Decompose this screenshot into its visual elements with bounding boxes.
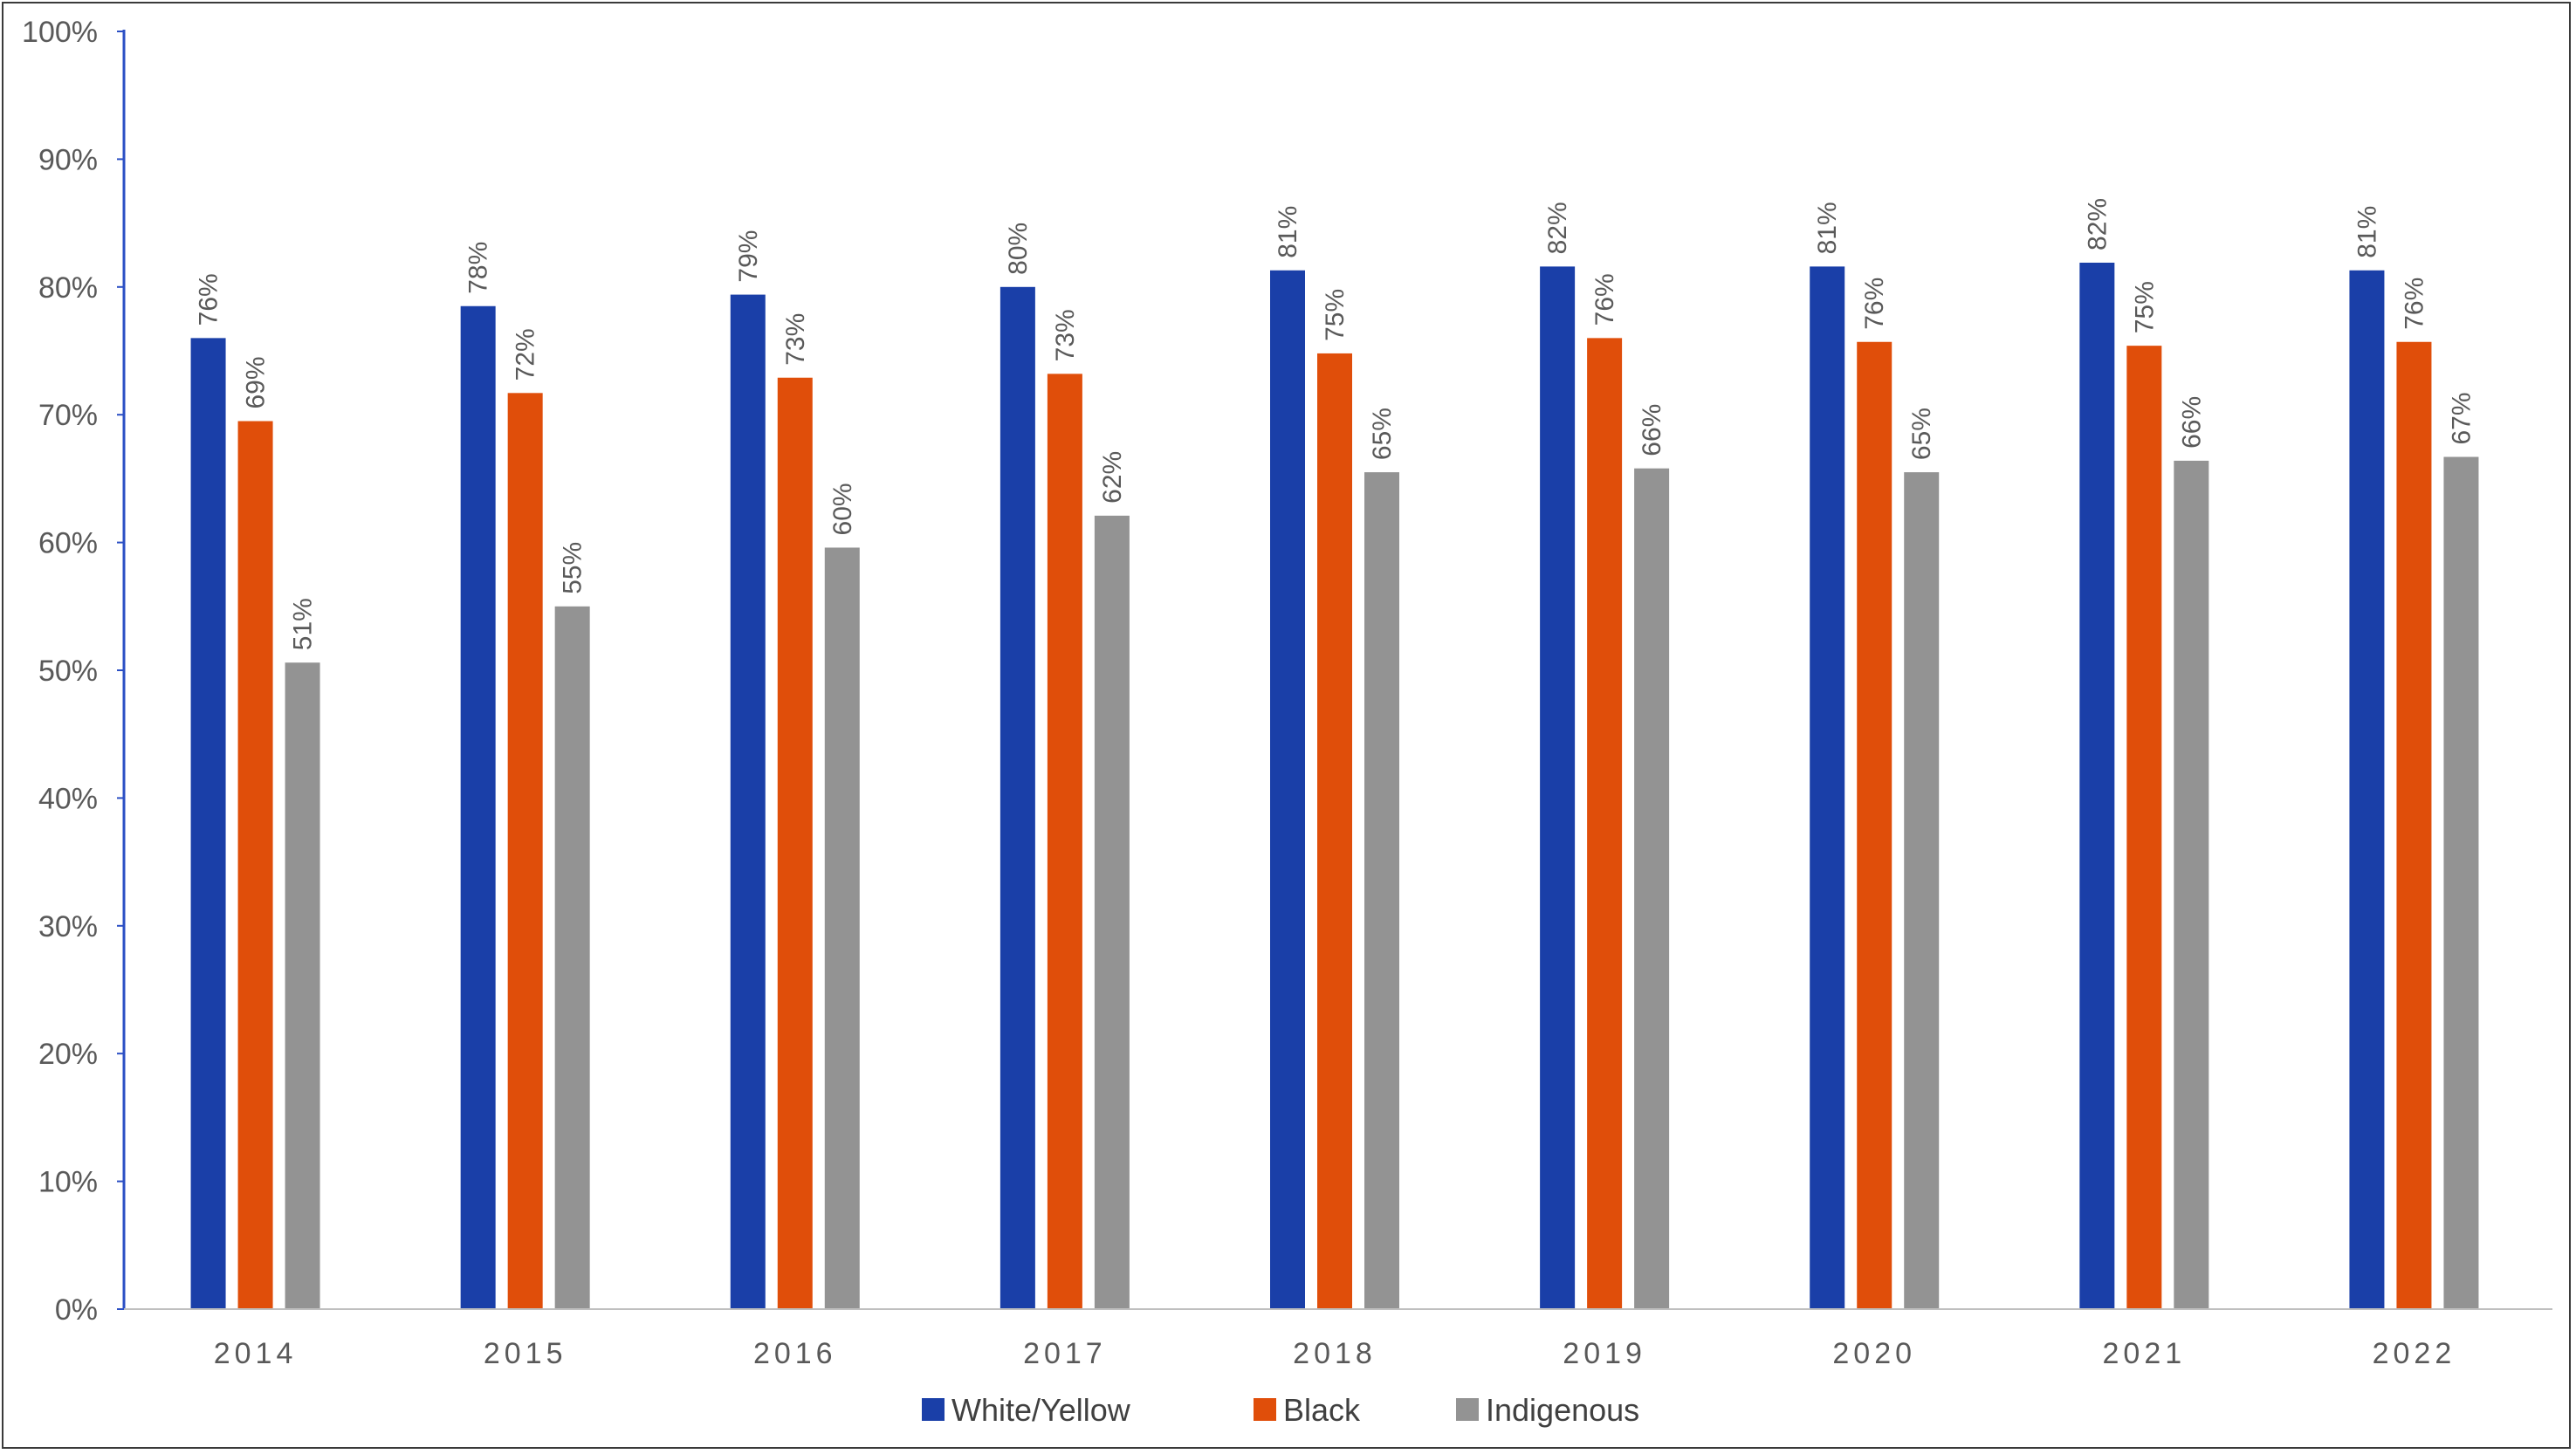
data-labels: 76% 69% 51% 78% 72% 55% 79% 73% 60% 80% 73% 62% 81% 7… bbox=[195, 198, 2476, 650]
bar-black-2021 bbox=[2126, 346, 2162, 1309]
x-tick-label: 2020 bbox=[1832, 1337, 1916, 1370]
bar-white-yellow-2016 bbox=[730, 294, 766, 1310]
y-tick-label: 80% bbox=[38, 271, 98, 305]
x-tick-label: 2017 bbox=[1023, 1337, 1107, 1370]
legend-label-indigenous: Indigenous bbox=[1486, 1392, 1639, 1428]
legend-swatch-white-yellow bbox=[922, 1398, 945, 1421]
bar-white-yellow-2022 bbox=[2349, 270, 2385, 1309]
axes bbox=[122, 30, 2552, 1310]
data-label: 73% bbox=[1051, 309, 1080, 361]
legend-swatch-indigenous bbox=[1456, 1398, 1479, 1421]
data-label: 78% bbox=[464, 242, 493, 294]
bar-indigenous-2022 bbox=[2443, 456, 2479, 1309]
x-tick-label: 2014 bbox=[214, 1337, 298, 1370]
bar-white-yellow-2014 bbox=[190, 338, 226, 1309]
bar-black-2022 bbox=[2396, 341, 2432, 1310]
y-tick-label: 10% bbox=[38, 1166, 98, 1199]
bars bbox=[190, 262, 2479, 1310]
data-label: 66% bbox=[2177, 396, 2206, 449]
bar-indigenous-2020 bbox=[1904, 472, 1940, 1309]
y-tick-label: 0% bbox=[55, 1293, 98, 1327]
x-axis-ticks: 2014 2015 2016 2017 2018 2019 2020 2021 2022 bbox=[214, 1337, 2456, 1370]
legend-label-black: Black bbox=[1283, 1392, 1361, 1428]
x-tick-label: 2018 bbox=[1293, 1337, 1377, 1370]
bar-white-yellow-2021 bbox=[2079, 262, 2115, 1309]
data-label: 76% bbox=[195, 273, 223, 326]
data-label: 60% bbox=[828, 483, 857, 535]
data-label: 75% bbox=[1321, 289, 1350, 341]
y-tick-label: 60% bbox=[38, 527, 98, 560]
data-label: 73% bbox=[781, 313, 810, 366]
bar-indigenous-2018 bbox=[1364, 472, 1399, 1309]
bar-white-yellow-2019 bbox=[1540, 266, 1576, 1310]
data-label: 79% bbox=[734, 230, 763, 283]
x-tick-label: 2016 bbox=[753, 1337, 837, 1370]
data-label: 81% bbox=[1813, 202, 1842, 254]
y-tick-label: 40% bbox=[38, 782, 98, 815]
bar-indigenous-2014 bbox=[285, 662, 320, 1309]
bar-black-2020 bbox=[1857, 341, 1893, 1310]
legend: White/Yellow Black Indigenous bbox=[922, 1392, 1639, 1428]
x-tick-label: 2021 bbox=[2103, 1337, 2187, 1370]
bar-indigenous-2017 bbox=[1094, 515, 1130, 1309]
data-label: 55% bbox=[559, 542, 587, 594]
data-label: 76% bbox=[1860, 278, 1889, 330]
y-tick-label: 20% bbox=[38, 1038, 98, 1071]
data-label: 72% bbox=[512, 328, 540, 381]
x-tick-label: 2019 bbox=[1563, 1337, 1646, 1370]
data-label: 82% bbox=[1543, 202, 1572, 254]
bar-chart: 0% 10% 20% 30% 40% 50% 60% 70% 80% 90% 100% 76% 69%… bbox=[22, 16, 2552, 1428]
bar-indigenous-2019 bbox=[1634, 468, 1670, 1309]
data-label: 76% bbox=[2400, 278, 2428, 330]
data-label: 80% bbox=[1004, 223, 1033, 275]
data-label: 65% bbox=[1368, 408, 1397, 460]
data-label: 66% bbox=[1638, 404, 1666, 456]
bar-white-yellow-2015 bbox=[460, 305, 496, 1309]
bar-black-2016 bbox=[777, 377, 813, 1309]
bar-indigenous-2015 bbox=[554, 606, 590, 1309]
data-label: 81% bbox=[2353, 206, 2381, 258]
y-tick-label: 90% bbox=[38, 143, 98, 176]
bar-indigenous-2016 bbox=[824, 547, 860, 1309]
data-label: 69% bbox=[242, 356, 271, 408]
bar-black-2014 bbox=[237, 421, 273, 1309]
bar-indigenous-2021 bbox=[2174, 460, 2209, 1309]
x-tick-label: 2022 bbox=[2373, 1337, 2456, 1370]
data-label: 75% bbox=[2130, 281, 2159, 333]
data-label: 65% bbox=[1907, 408, 1936, 460]
bar-white-yellow-2020 bbox=[1810, 266, 1845, 1310]
y-tick-label: 50% bbox=[38, 655, 98, 688]
y-axis-ticks: 0% 10% 20% 30% 40% 50% 60% 70% 80% 90% 100% bbox=[22, 16, 124, 1327]
y-tick-label: 100% bbox=[22, 16, 98, 49]
y-tick-label: 70% bbox=[38, 399, 98, 432]
bar-black-2017 bbox=[1047, 374, 1082, 1309]
bar-black-2015 bbox=[507, 393, 543, 1309]
bar-white-yellow-2017 bbox=[999, 286, 1035, 1309]
data-label: 67% bbox=[2447, 392, 2476, 444]
data-label: 82% bbox=[2083, 198, 2112, 250]
y-tick-label: 30% bbox=[38, 910, 98, 943]
data-label: 51% bbox=[289, 598, 318, 650]
data-label: 62% bbox=[1098, 451, 1127, 504]
bar-black-2019 bbox=[1587, 338, 1623, 1309]
bar-white-yellow-2018 bbox=[1270, 270, 1305, 1309]
bar-black-2018 bbox=[1317, 353, 1352, 1310]
legend-label-white-yellow: White/Yellow bbox=[951, 1392, 1131, 1428]
data-label: 76% bbox=[1590, 273, 1619, 326]
x-tick-label: 2015 bbox=[484, 1337, 567, 1370]
data-label: 81% bbox=[1274, 206, 1302, 258]
legend-swatch-black bbox=[1254, 1398, 1276, 1421]
